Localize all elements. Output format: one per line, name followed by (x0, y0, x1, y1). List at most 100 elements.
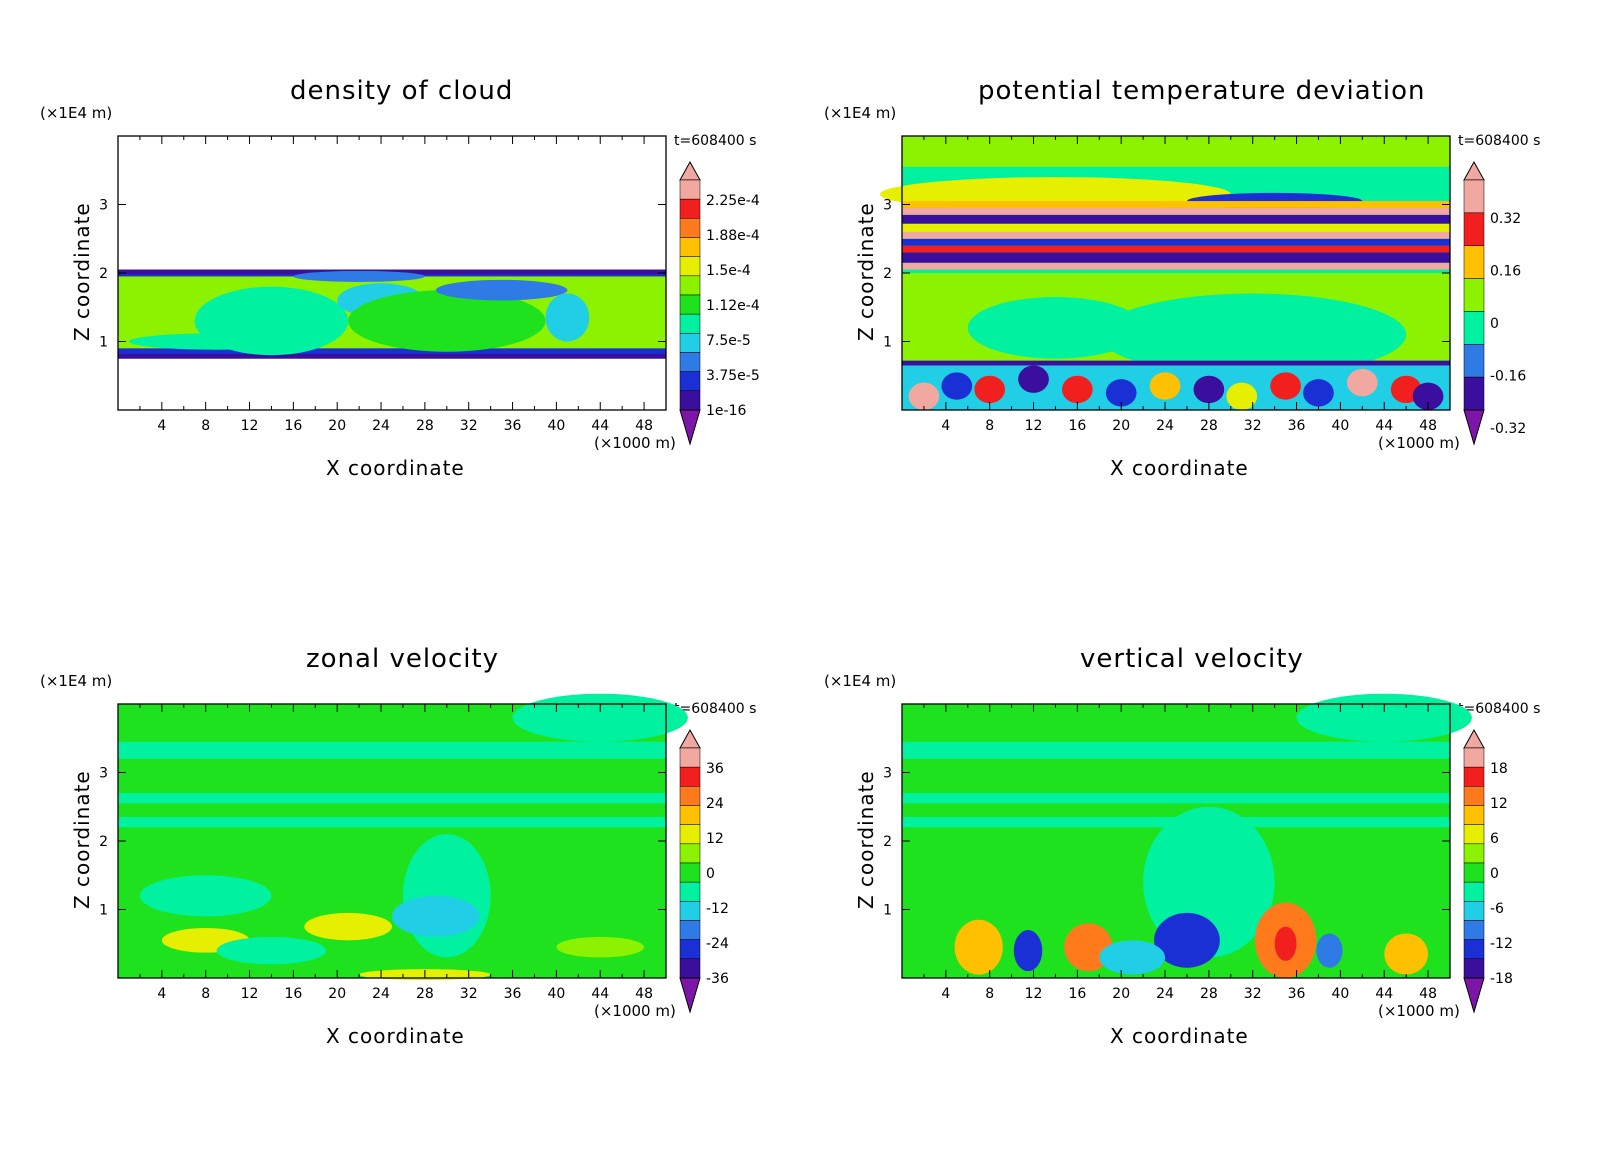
x-tick-label: 4 (941, 986, 950, 1002)
x-tick-label: 36 (504, 986, 522, 1002)
x-tick-label: 28 (1200, 418, 1218, 434)
chart-title: vertical velocity (1080, 644, 1304, 674)
x-tick-label: 36 (1288, 986, 1306, 1002)
colorbar-cell (1463, 805, 1485, 825)
colorbar-label: -24 (706, 936, 729, 952)
field-feature (908, 382, 940, 410)
colorbar-cell (1463, 824, 1485, 845)
field-band (118, 793, 666, 804)
colorbar-cell (679, 313, 701, 334)
time-label: t=608400 s (1458, 701, 1541, 717)
field-band (902, 360, 1450, 366)
z-unit-label: (×1E4 m) (40, 672, 113, 690)
colorbar-bottom-arrow (679, 409, 701, 446)
colorbar-cell (1463, 920, 1485, 940)
colorbar-cell (1463, 766, 1485, 787)
y-tick-label: 3 (99, 198, 108, 214)
field-feature (1270, 372, 1301, 400)
y-tick-label: 1 (883, 335, 892, 351)
z-unit-label: (×1E4 m) (40, 104, 113, 122)
field-band (902, 262, 1450, 270)
colorbar-cell (679, 275, 701, 296)
field-band (902, 136, 1450, 167)
z-unit-label: (×1E4 m) (824, 104, 897, 122)
colorbar-cell (1463, 245, 1485, 279)
chart-title: potential temperature deviation (978, 76, 1426, 106)
field-feature (435, 279, 568, 301)
colorbar-cell (679, 939, 701, 960)
time-label: t=608400 s (674, 133, 757, 149)
field-band (118, 817, 666, 828)
x-tick-label: 32 (1244, 986, 1262, 1002)
field-feature (1412, 382, 1444, 410)
x-unit-label: (×1000 m) (1378, 1002, 1460, 1020)
field-feature (954, 919, 1003, 975)
colorbar-top-arrow (1463, 160, 1485, 181)
x-tick-label: 48 (635, 986, 653, 1002)
x-tick-label: 24 (1156, 986, 1174, 1002)
colorbar-cell (1463, 901, 1485, 921)
colorbar-cell (679, 218, 701, 238)
colorbar-label: 36 (706, 761, 724, 777)
field-feature (1149, 372, 1181, 400)
colorbar-cell (1463, 311, 1485, 345)
colorbar-label: 0.32 (1490, 211, 1521, 227)
field-feature (348, 290, 546, 352)
colorbar-label: 0 (1490, 866, 1499, 882)
y-tick-label: 1 (99, 335, 108, 351)
x-tick-label: 4 (157, 986, 166, 1002)
field-feature (1154, 912, 1220, 968)
y-tick-label: 2 (99, 266, 108, 282)
x-tick-label: 12 (1025, 986, 1043, 1002)
field-feature (974, 375, 1006, 404)
colorbar-cell (679, 843, 701, 864)
x-tick-label: 24 (372, 418, 390, 434)
colorbar-top-arrow (679, 728, 701, 749)
field-band (902, 741, 1450, 759)
x-tick-label: 40 (547, 986, 565, 1002)
x-tick-label: 4 (157, 418, 166, 434)
colorbar-label: 0 (1490, 316, 1499, 332)
field-band (118, 348, 666, 359)
colorbar-cell (679, 390, 701, 411)
field-feature (967, 296, 1144, 359)
x-tick-label: 8 (201, 986, 210, 1002)
field-feature (1099, 293, 1407, 376)
x-tick-label: 44 (1375, 418, 1393, 434)
time-label: t=608400 s (674, 701, 757, 717)
x-tick-label: 16 (284, 986, 302, 1002)
x-tick-label: 8 (201, 418, 210, 434)
chart-title: density of cloud (290, 76, 514, 106)
x-tick-label: 20 (328, 418, 346, 434)
x-tick-label: 8 (985, 986, 994, 1002)
colorbar-cell (679, 256, 701, 277)
colorbar-label: -36 (706, 971, 729, 987)
x-tick-label: 20 (328, 986, 346, 1002)
x-unit-label: (×1000 m) (594, 1002, 676, 1020)
field-feature (1062, 375, 1093, 404)
x-tick-label: 36 (504, 418, 522, 434)
y-tick-label: 1 (883, 903, 892, 919)
y-tick-label: 3 (883, 766, 892, 782)
colorbar-cell (679, 862, 701, 883)
field-band (902, 793, 1450, 804)
x-tick-label: 44 (591, 986, 609, 1002)
colorbar-cell (1463, 881, 1485, 902)
colorbar-cell (1463, 939, 1485, 960)
colorbar-cell (679, 294, 701, 315)
colorbar-label: -6 (1490, 901, 1504, 917)
colorbar-label: 6 (1490, 831, 1499, 847)
colorbar-label: 1.12e-4 (706, 298, 760, 314)
colorbar-cell (679, 920, 701, 940)
field-feature (392, 895, 480, 937)
x-tick-label: 40 (547, 418, 565, 434)
x-axis-label: X coordinate (1110, 1024, 1249, 1048)
colorbar-cell (1463, 843, 1485, 864)
field-feature (293, 270, 425, 282)
colorbar-cell (679, 824, 701, 845)
field-band (902, 231, 1450, 239)
field-band (902, 223, 1450, 232)
field-band (902, 245, 1450, 253)
